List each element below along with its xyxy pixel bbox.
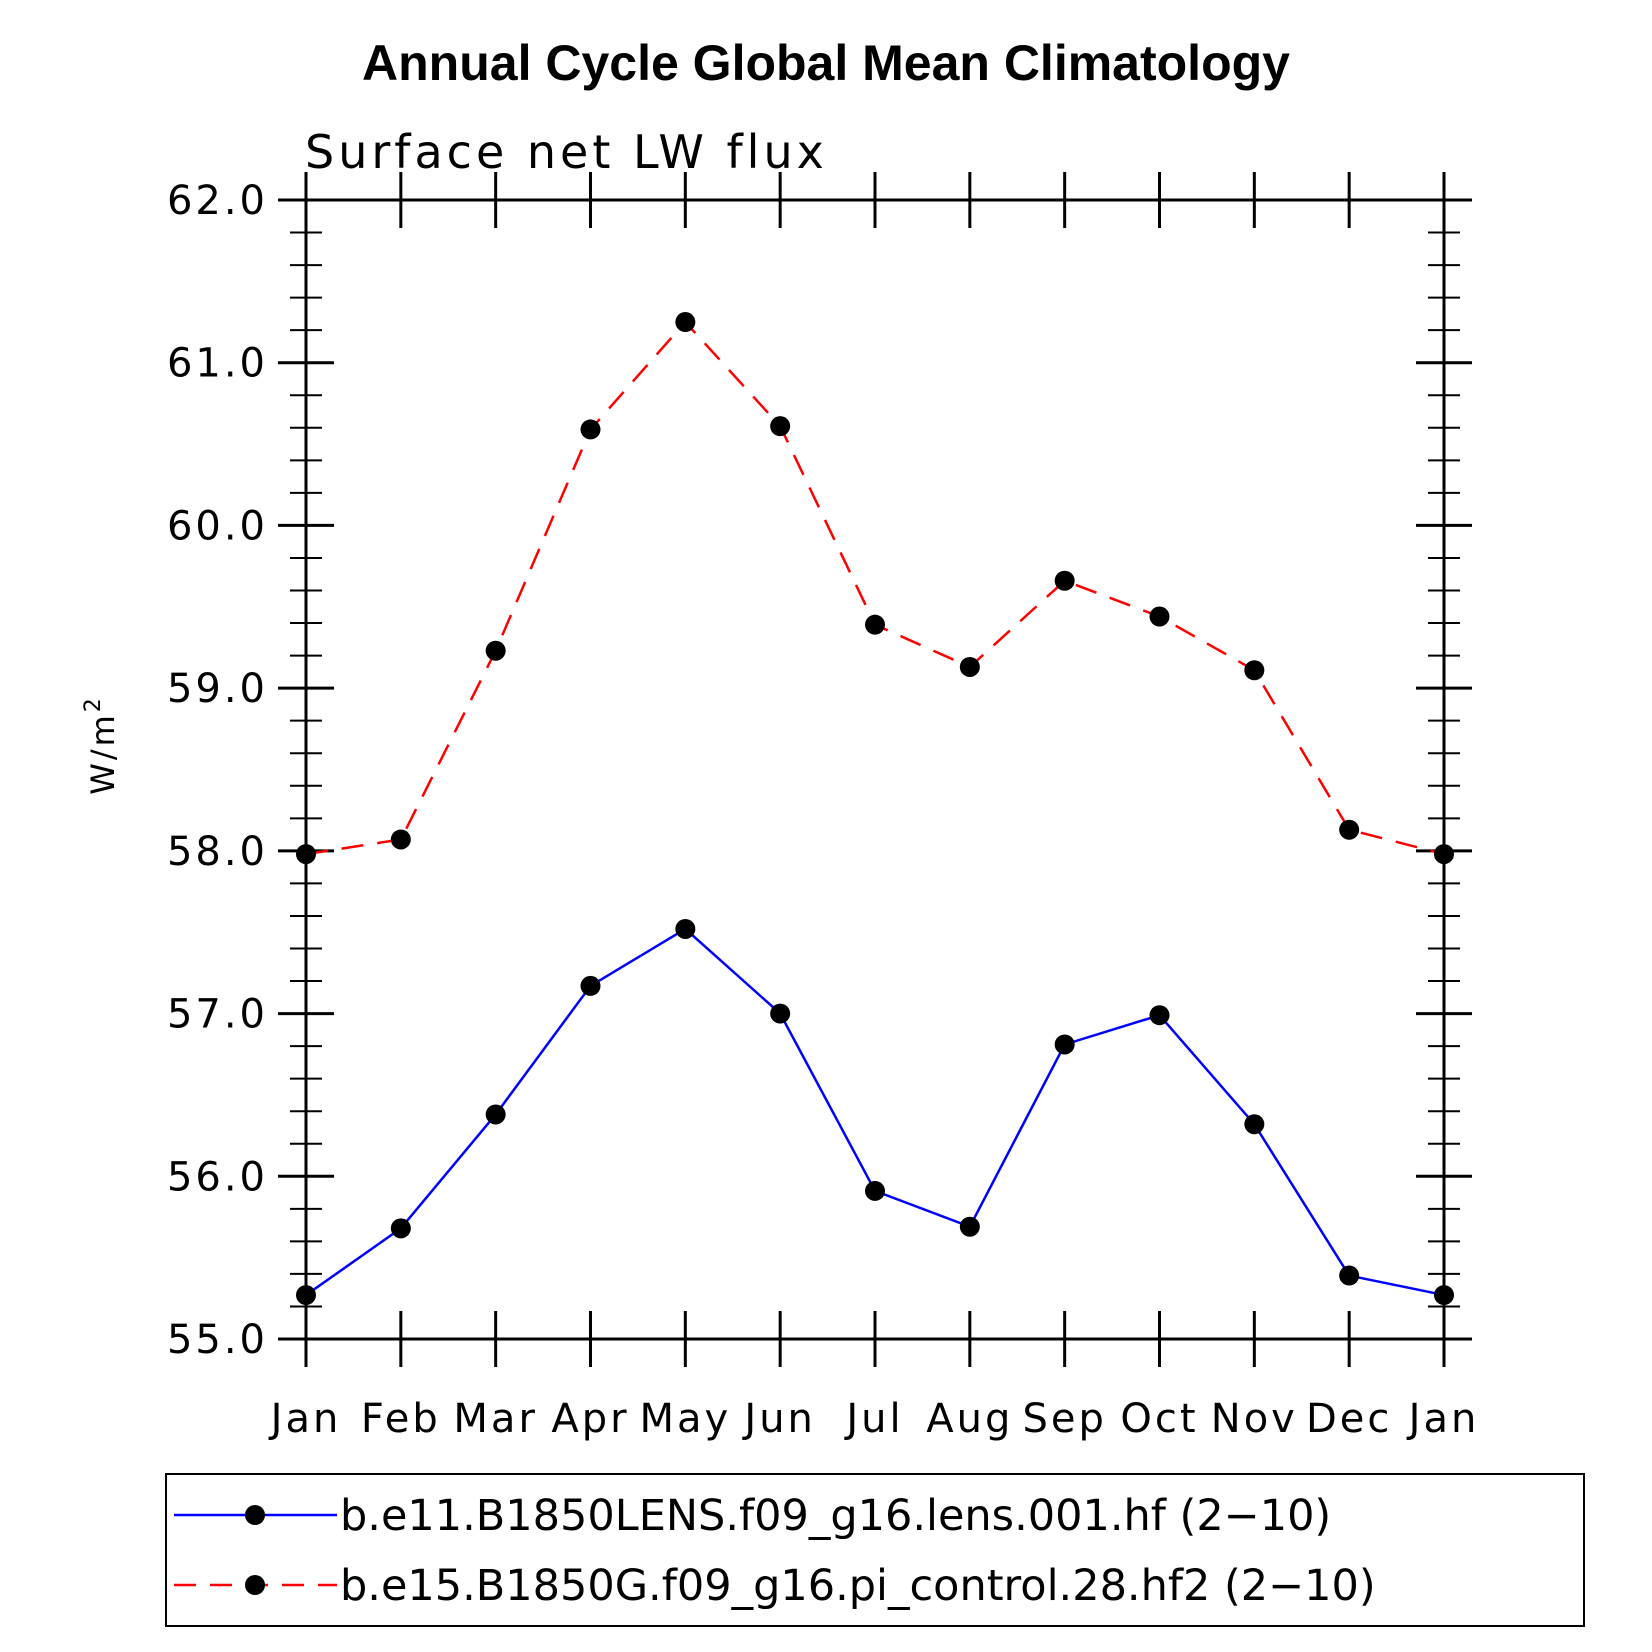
series-0-point: [390, 1218, 411, 1239]
series-0-point: [1339, 1265, 1360, 1286]
series-0-point: [770, 1003, 791, 1024]
x-tick-label: Jul: [843, 1396, 903, 1442]
series-0-point: [959, 1216, 980, 1237]
x-tick-label: Aug: [926, 1396, 1013, 1442]
series-0-point: [1054, 1034, 1075, 1055]
x-tick-labels: Jan Feb Mar Apr May Jun Jul Aug Sep Oct Nov Dec Jan: [268, 1396, 1480, 1442]
x-tick-label: Mar: [453, 1396, 537, 1442]
x-tick-label: Feb: [361, 1396, 441, 1442]
x-tick-label: Nov: [1211, 1396, 1298, 1442]
legend-box: [165, 1473, 1585, 1627]
series-0-point: [865, 1180, 885, 1201]
y-axis-label-superscript: 2: [81, 695, 106, 712]
x-tick-label: Oct: [1120, 1396, 1198, 1442]
y-tick-labels: 55.0 56.0 57.0 58.0 59.0 60.0 61.0 62.0: [167, 178, 268, 1363]
legend-marker-pi-control: [245, 1575, 265, 1595]
series-line-1: [305, 320, 1445, 856]
series-1-point: [390, 829, 411, 850]
series-layer: [296, 312, 1454, 1306]
series-0-point: [580, 975, 601, 996]
chart-title: Annual Cycle Global Mean Climatology: [362, 35, 1290, 91]
series-1-point: [770, 416, 791, 437]
legend: b.e11.B1850LENS.f09_g16.lens.001.hf (2−1…: [165, 1473, 1585, 1627]
x-tick-label: May: [639, 1396, 731, 1442]
y-tick-label: 60.0: [167, 503, 268, 549]
svg-text:W/m2: W/m2: [81, 695, 122, 795]
y-tick-label: 56.0: [167, 1154, 268, 1200]
x-tick-label: Jun: [741, 1396, 816, 1442]
series-0-point: [1149, 1005, 1170, 1026]
y-axis-label: W/m2: [81, 695, 122, 795]
legend-label-pi-control: b.e15.B1850G.f09_g16.pi_control.28.hf2 (…: [340, 1561, 1376, 1611]
series-1-point: [1244, 660, 1265, 681]
x-tick-label: Jan: [1406, 1396, 1480, 1442]
plot-frame: [304, 198, 1446, 1341]
series-0-point: [675, 918, 696, 939]
y-tick-label: 59.0: [167, 666, 268, 712]
y-tick-label: 62.0: [167, 178, 268, 224]
x-tick-label: Jan: [268, 1396, 342, 1442]
x-tick-label: Sep: [1022, 1396, 1106, 1442]
series-1-point: [865, 614, 885, 635]
x-tick-label: Dec: [1306, 1396, 1392, 1442]
series-0-point: [1244, 1114, 1265, 1135]
y-tick-label: 58.0: [167, 829, 268, 875]
legend-label-lens: b.e11.B1850LENS.f09_g16.lens.001.hf (2−1…: [340, 1491, 1331, 1541]
x-tick-label: Apr: [551, 1396, 629, 1442]
y-tick-label: 61.0: [167, 341, 268, 387]
series-1-point: [959, 656, 980, 677]
y-tick-label: 55.0: [167, 1317, 268, 1363]
series-1-point: [485, 640, 506, 661]
series-line-0: [305, 927, 1445, 1297]
series-1-point: [1149, 606, 1170, 627]
y-tick-label: 57.0: [167, 992, 268, 1038]
legend-marker-lens: [245, 1505, 265, 1525]
chart-subtitle: Surface net LW flux: [305, 125, 828, 179]
series-1-point: [1054, 570, 1075, 591]
y-axis-label-text: W/m: [84, 712, 122, 795]
series-0-point: [485, 1104, 506, 1125]
series-1-point: [1339, 819, 1360, 840]
series-1-point: [580, 419, 601, 440]
series-1-point: [675, 312, 696, 333]
